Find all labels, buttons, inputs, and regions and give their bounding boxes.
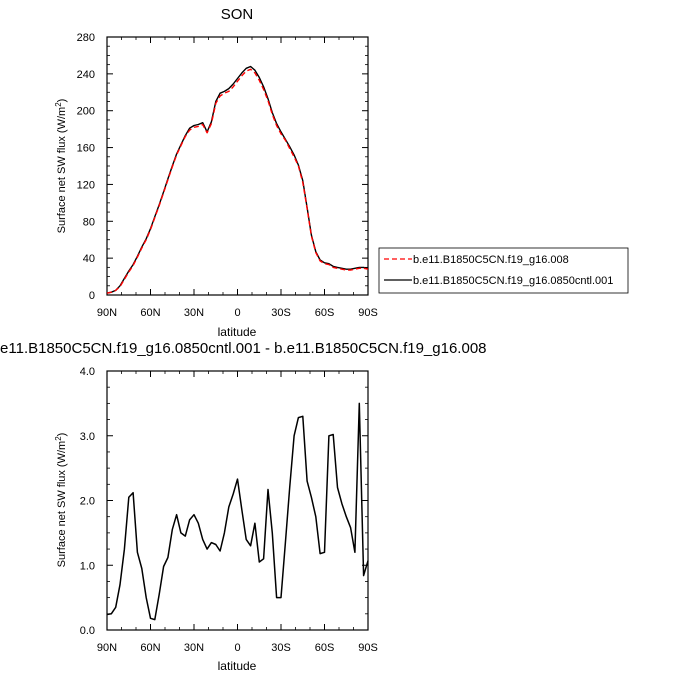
bottom-chart: b.e11.B1850C5CN.f19_g16.0850cntl.001 - b… bbox=[0, 340, 486, 673]
top-y-axis-label-sup: 2 bbox=[54, 102, 63, 107]
bottom-x-axis-label: latitude bbox=[218, 659, 257, 673]
bottom-y-axis-label-main: Surface net SW flux (W/m bbox=[56, 441, 68, 568]
legend-label-red: b.e11.B1850C5CN.f19_g16.008 bbox=[413, 254, 569, 266]
series-line-008 bbox=[106, 68, 369, 294]
bottom-y-axis-label: Surface net SW flux (W/m2) bbox=[54, 433, 68, 568]
top-y-tick-label: 40 bbox=[83, 253, 95, 265]
bottom-x-axis: 90N 60N 30N 0 30S 60S 90S bbox=[97, 371, 378, 654]
bottom-chart-title: b.e11.B1850C5CN.f19_g16.0850cntl.001 - b… bbox=[0, 340, 486, 357]
top-x-axis-label: latitude bbox=[218, 325, 257, 339]
bottom-x-tick-label: 90S bbox=[358, 642, 378, 654]
top-y-tick-label: 280 bbox=[77, 32, 95, 44]
legend-label-black: b.e11.B1850C5CN.f19_g16.0850cntl.001 bbox=[413, 275, 613, 287]
top-y-tick-label: 120 bbox=[77, 179, 95, 191]
top-y-axis-label-main: Surface net SW flux (W/m bbox=[56, 107, 68, 234]
top-x-tick-label: 30S bbox=[271, 307, 291, 319]
legend-box bbox=[378, 247, 629, 294]
top-chart-title: SON bbox=[221, 6, 254, 23]
top-x-tick-label: 90S bbox=[358, 307, 378, 319]
bottom-series-group bbox=[106, 402, 369, 621]
top-x-tick-label: 60N bbox=[140, 307, 160, 319]
top-y-tick-label: 240 bbox=[77, 69, 95, 81]
top-y-tick-label: 200 bbox=[77, 106, 95, 118]
series-line-cntl bbox=[106, 65, 369, 294]
bottom-y-tick-label: 3.0 bbox=[80, 431, 95, 443]
bottom-y-axis: 0.0 1.0 2.0 3.0 4.0 bbox=[80, 366, 368, 637]
top-y-tick-label: 0 bbox=[89, 290, 95, 302]
top-plot-frame bbox=[106, 36, 369, 296]
bottom-x-tick-label: 30S bbox=[271, 642, 291, 654]
bottom-x-tick-label: 60N bbox=[140, 642, 160, 654]
top-x-tick-label: 60S bbox=[315, 307, 335, 319]
top-series-group bbox=[106, 65, 369, 294]
bottom-y-axis-label-tail: ) bbox=[56, 433, 68, 437]
bottom-x-tick-label: 60S bbox=[315, 642, 335, 654]
bottom-y-tick-label: 2.0 bbox=[80, 496, 95, 508]
top-x-axis: 90N 60N 30N 0 30S 60S 90S bbox=[97, 37, 378, 319]
bottom-y-axis-label-sup: 2 bbox=[54, 436, 63, 441]
bottom-y-tick-label: 0.0 bbox=[80, 625, 95, 637]
top-x-tick-label: 30N bbox=[184, 307, 204, 319]
top-chart: SON 0 40 80 120 160 200 240 280 90N 60N 30N 0 30S 60… bbox=[54, 6, 629, 339]
bottom-plot-frame bbox=[106, 370, 369, 631]
top-y-tick-label: 80 bbox=[83, 216, 95, 228]
bottom-y-tick-label: 1.0 bbox=[80, 560, 95, 572]
bottom-x-tick-label: 90N bbox=[97, 642, 117, 654]
bottom-y-tick-label: 4.0 bbox=[80, 366, 95, 378]
top-y-axis-label-tail: ) bbox=[56, 99, 68, 103]
legend: b.e11.B1850C5CN.f19_g16.008 b.e11.B1850C… bbox=[378, 247, 629, 294]
top-y-tick-label: 160 bbox=[77, 143, 95, 155]
bottom-x-tick-label: 0 bbox=[234, 642, 240, 654]
difference-line bbox=[106, 402, 369, 621]
top-x-tick-label: 90N bbox=[97, 307, 117, 319]
top-x-tick-label: 0 bbox=[234, 307, 240, 319]
top-y-axis: 0 40 80 120 160 200 240 280 bbox=[77, 32, 368, 302]
bottom-x-tick-label: 30N bbox=[184, 642, 204, 654]
top-y-axis-label: Surface net SW flux (W/m2) bbox=[54, 99, 68, 234]
